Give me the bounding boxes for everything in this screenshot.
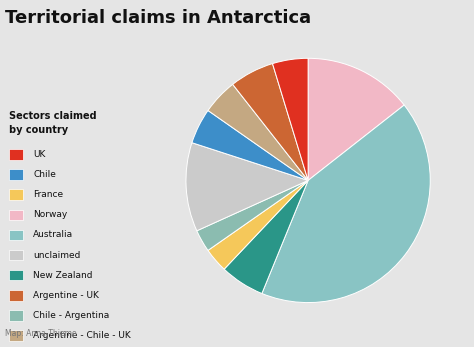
Bar	[9, 290, 23, 301]
Text: UK: UK	[33, 150, 46, 159]
Wedge shape	[224, 180, 308, 294]
Bar	[9, 310, 23, 321]
Bar	[9, 189, 23, 200]
Wedge shape	[197, 180, 308, 251]
Text: Australia: Australia	[33, 230, 73, 239]
Text: unclaimed: unclaimed	[33, 251, 81, 260]
Text: Argentine - UK: Argentine - UK	[33, 291, 99, 300]
Wedge shape	[186, 143, 308, 231]
Wedge shape	[262, 105, 430, 303]
Text: Territorial claims in Antarctica: Territorial claims in Antarctica	[5, 9, 311, 27]
Wedge shape	[208, 84, 308, 180]
Text: Chile: Chile	[33, 170, 56, 179]
Bar	[9, 270, 23, 280]
Bar	[9, 250, 23, 260]
Text: Map: Anna Thieme: Map: Anna Thieme	[5, 329, 76, 338]
Bar	[9, 149, 23, 160]
Bar	[9, 330, 23, 341]
Wedge shape	[308, 58, 404, 180]
Wedge shape	[273, 58, 308, 180]
Wedge shape	[192, 110, 308, 180]
Text: New Zealand: New Zealand	[33, 271, 93, 280]
Text: Chile - Argentina: Chile - Argentina	[33, 311, 109, 320]
Text: Sectors claimed
by country: Sectors claimed by country	[9, 111, 97, 135]
Wedge shape	[233, 64, 308, 180]
Text: Argentine - Chile - UK: Argentine - Chile - UK	[33, 331, 131, 340]
Text: France: France	[33, 190, 64, 199]
Text: Norway: Norway	[33, 210, 67, 219]
Bar	[9, 230, 23, 240]
Wedge shape	[208, 180, 308, 269]
Bar	[9, 210, 23, 220]
Bar	[9, 169, 23, 180]
